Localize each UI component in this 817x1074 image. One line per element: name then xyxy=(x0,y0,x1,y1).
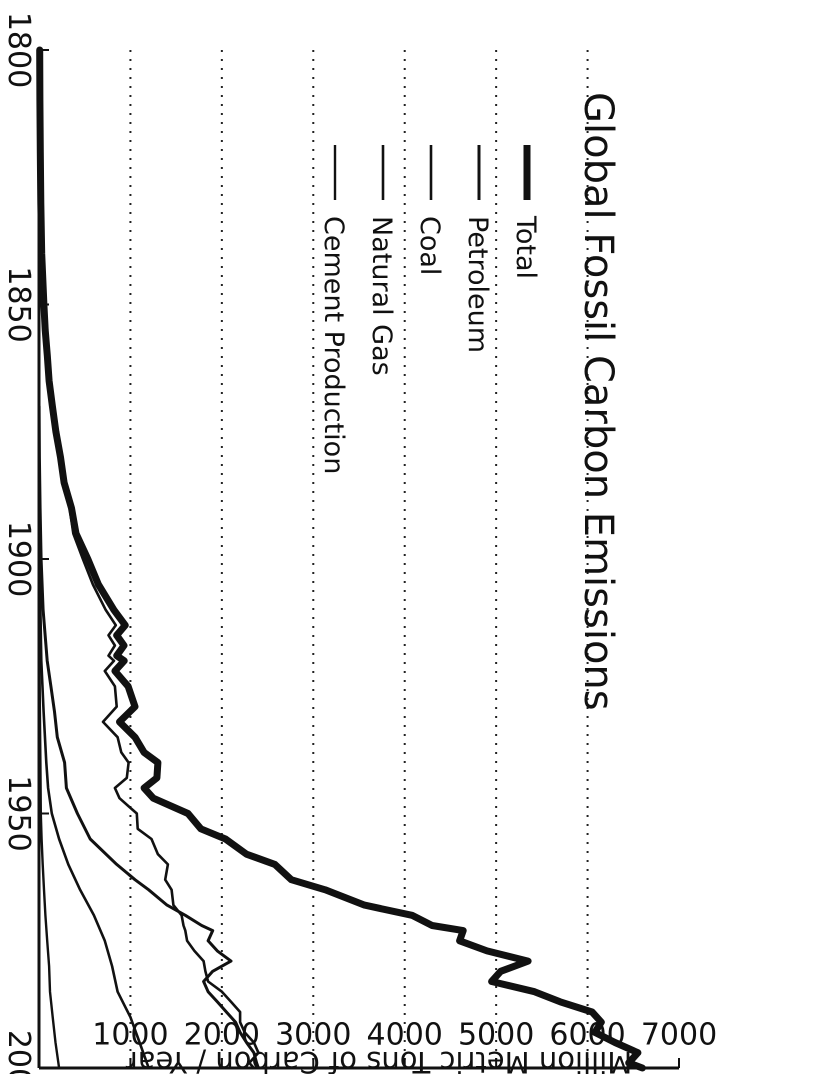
y-axis-label: Million Metric Tons of Carbon / Year xyxy=(126,1045,633,1074)
legend-label-1: Petroleum xyxy=(462,216,493,353)
y-tick-label-1000: 1000 xyxy=(92,1018,168,1053)
y-tick-label-5000: 5000 xyxy=(458,1018,534,1053)
y-ticks: 1000 2000 3000 4000 5000 6000 7000 xyxy=(92,1018,717,1068)
y-tick-label-4000: 4000 xyxy=(367,1018,443,1053)
legend-label-2: Coal xyxy=(414,216,445,275)
x-tick-label-2000: 2000 xyxy=(1,1030,36,1074)
legend: Total Petroleum Coal Natural Gas Cement Prod… xyxy=(318,145,541,474)
chart-title: Global Fossil Carbon Emissions xyxy=(575,92,621,711)
x-tick-label-1850: 1850 xyxy=(1,266,36,342)
x-tick-label-1900: 1900 xyxy=(1,521,36,597)
x-tick-label-1950: 1950 xyxy=(1,775,36,851)
legend-label-4: Cement Production xyxy=(318,216,349,474)
series-lines xyxy=(36,46,646,1072)
y-tick-label-7000: 7000 xyxy=(641,1018,717,1053)
gridlines xyxy=(129,50,589,1068)
series-line-natural-gas xyxy=(37,481,151,1070)
x-tick-label-1800: 1800 xyxy=(1,12,36,88)
legend-label-3: Natural Gas xyxy=(366,216,397,376)
y-tick-label-6000: 6000 xyxy=(549,1018,625,1053)
y-tick-label-3000: 3000 xyxy=(275,1018,351,1053)
x-ticks: 1800 1850 1900 1950 2000 xyxy=(1,12,49,1074)
series-line-coal xyxy=(38,48,260,1070)
legend-label-0: Total xyxy=(510,215,541,279)
series-line-cement-production xyxy=(38,659,61,1070)
